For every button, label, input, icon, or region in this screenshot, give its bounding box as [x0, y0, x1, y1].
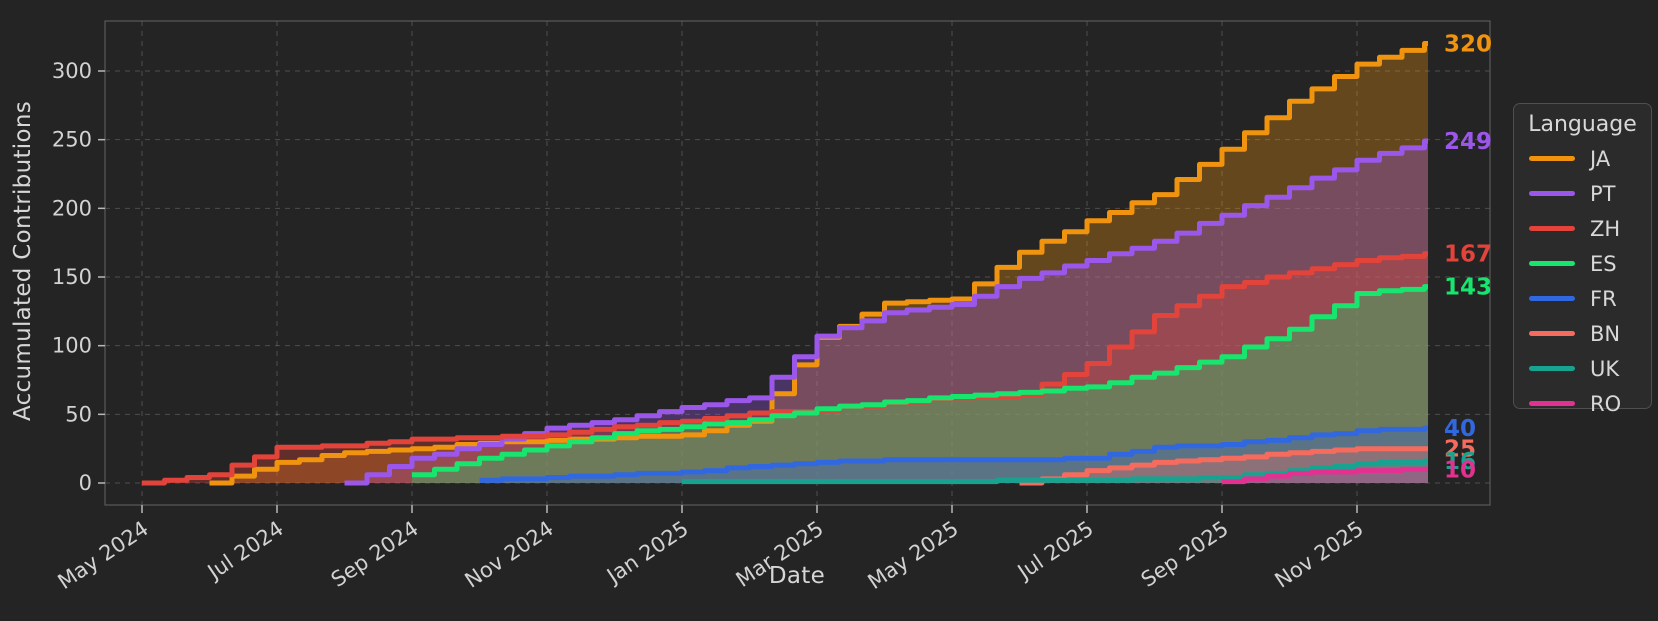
y-tick-label: 150 — [52, 265, 92, 289]
series-fill-PT — [344, 141, 1428, 483]
y-axis-title: Accumulated Contributions — [10, 100, 36, 422]
legend-item-label: PT — [1590, 181, 1616, 206]
legend-items: JA PT ZH ES FR BN UK RO — [1514, 141, 1651, 421]
legend-item-label: UK — [1590, 356, 1620, 381]
legend-item-RO: RO — [1514, 386, 1651, 421]
legend-swatch-FR — [1529, 296, 1575, 301]
end-label-PT: 249 — [1444, 129, 1492, 155]
legend-item-label: ZH — [1590, 216, 1621, 241]
legend-item-label: BN — [1590, 321, 1621, 346]
end-label-UK: 16 — [1444, 449, 1476, 475]
y-tick-label: 250 — [52, 128, 92, 152]
legend-item-UK: UK — [1514, 351, 1651, 386]
legend-item-PT: PT — [1514, 176, 1651, 211]
x-tick-label: Sep 2024 — [327, 516, 423, 592]
series-line-UK — [682, 458, 1428, 485]
x-tick-label: May 2024 — [54, 516, 153, 594]
legend-item-BN: BN — [1514, 316, 1651, 351]
end-label-ES: 143 — [1444, 275, 1492, 301]
y-tick-label: 300 — [52, 59, 92, 83]
end-label-FR: 40 — [1444, 416, 1476, 442]
series-fill-ZH — [142, 253, 1428, 483]
legend-title: Language — [1528, 112, 1637, 137]
x-tick-label: May 2025 — [864, 516, 963, 594]
x-tick-label: Sep 2025 — [1137, 516, 1233, 592]
legend-swatch-UK — [1529, 366, 1575, 371]
y-tick-label: 100 — [52, 334, 92, 358]
series-line-PT — [344, 138, 1428, 486]
legend-item-ZH: ZH — [1514, 211, 1651, 246]
legend-item-label: ES — [1590, 251, 1617, 276]
x-tick-label: Jan 2025 — [601, 516, 693, 589]
series-fill-FR — [479, 428, 1428, 483]
end-label-ZH: 167 — [1444, 242, 1492, 268]
x-tick-label: Nov 2024 — [461, 516, 558, 592]
x-tick-label: Nov 2025 — [1271, 516, 1368, 592]
series-line-ES — [412, 284, 1428, 478]
legend-box: Language JA PT ZH ES FR BN UK RO — [1513, 103, 1652, 416]
y-tick-label: 50 — [65, 402, 92, 426]
legend-swatch-BN — [1529, 331, 1575, 336]
x-tick-label: Jul 2024 — [202, 516, 288, 585]
legend-item-label: FR — [1590, 286, 1617, 311]
legend-item-ES: ES — [1514, 246, 1651, 281]
series-line-BN — [1019, 446, 1428, 486]
legend-item-label: RO — [1590, 391, 1622, 416]
legend-item-JA: JA — [1514, 141, 1651, 176]
end-label-JA: 320 — [1444, 32, 1492, 58]
plot-border — [104, 20, 1491, 506]
legend-swatch-ZH — [1529, 226, 1575, 231]
x-axis-title: Date — [768, 563, 826, 589]
legend-swatch-PT — [1529, 191, 1575, 196]
y-tick-label: 0 — [79, 471, 92, 495]
series-line-RO — [1222, 466, 1428, 485]
series-fill-JA — [209, 43, 1428, 483]
x-tick-label: Jul 2025 — [1012, 516, 1098, 585]
end-label-BN: 25 — [1444, 437, 1476, 463]
legend-swatch-ES — [1529, 261, 1575, 266]
legend-item-FR: FR — [1514, 281, 1651, 316]
series-line-FR — [479, 425, 1428, 483]
legend-swatch-JA — [1529, 156, 1575, 161]
y-tick-label: 200 — [52, 196, 92, 220]
legend-swatch-RO — [1529, 401, 1575, 406]
end-label-RO: 10 — [1444, 457, 1476, 483]
legend-item-label: JA — [1590, 146, 1611, 171]
